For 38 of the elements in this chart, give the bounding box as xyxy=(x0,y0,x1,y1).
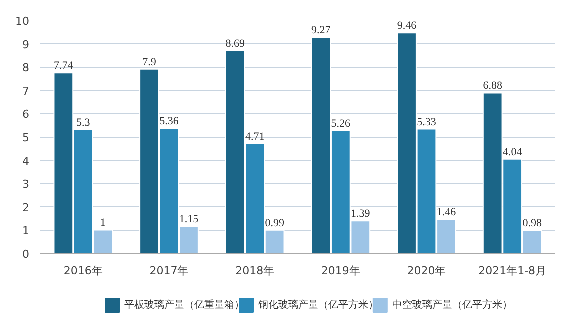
y-tick-label: 0 xyxy=(22,248,30,261)
data-label: 5.36 xyxy=(160,116,180,128)
x-tick-label: 2019年 xyxy=(321,264,360,278)
y-tick-label: 9 xyxy=(22,38,30,52)
data-label: 0.98 xyxy=(522,218,542,230)
data-label: 4.71 xyxy=(245,130,265,143)
y-tick-label: 1 xyxy=(22,224,30,238)
x-tick-label: 2017年 xyxy=(150,264,189,278)
data-label: 5.3 xyxy=(76,117,91,130)
data-label: 7.9 xyxy=(142,56,157,68)
y-tick-label: 8 xyxy=(22,62,30,75)
data-label: 1 xyxy=(100,217,106,230)
y-tick-label: 2 xyxy=(22,201,30,214)
data-label: 5.26 xyxy=(331,118,352,130)
data-label: 4.04 xyxy=(502,146,523,158)
x-tick-label: 2020年 xyxy=(407,264,446,278)
data-label: 9.46 xyxy=(397,20,418,32)
y-tick-label: 5 xyxy=(22,132,30,144)
y-tick-label: 7 xyxy=(22,84,30,98)
data-label: 0.99 xyxy=(265,217,285,230)
data-label: 1.46 xyxy=(436,206,457,218)
x-tick-label: 2018年 xyxy=(236,264,275,278)
legend-label: 平板玻璃产量（亿重量箱） xyxy=(124,299,245,311)
data-label: 6.88 xyxy=(483,80,503,92)
data-label: 1.15 xyxy=(179,214,200,226)
data-label: 8.69 xyxy=(226,38,246,50)
x-tick-label: 2016年 xyxy=(64,264,103,278)
data-label: 5.33 xyxy=(417,116,437,128)
y-tick-label: 3 xyxy=(22,178,30,192)
data-label: 7.74 xyxy=(54,60,74,72)
y-tick-label: 10 xyxy=(16,15,30,28)
y-tick-label: 4 xyxy=(22,154,30,168)
y-tick-label: 6 xyxy=(22,108,30,122)
legend-label: 中空玻璃产量（亿平方米） xyxy=(392,299,512,311)
legend-label: 钢化玻璃产量（亿平方米） xyxy=(258,299,378,311)
data-label: 9.27 xyxy=(312,24,332,37)
x-tick-label: 2021年1-8月 xyxy=(478,264,547,278)
data-label: 1.39 xyxy=(351,208,371,220)
